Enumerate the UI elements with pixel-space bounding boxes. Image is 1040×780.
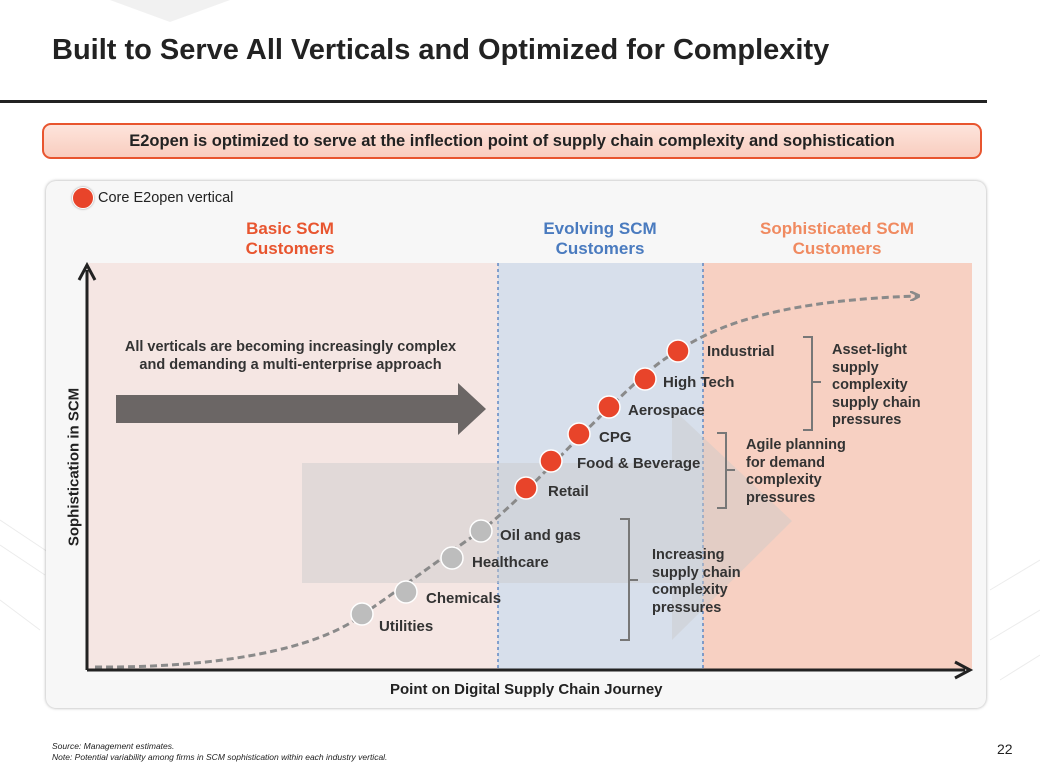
background-growth-arrow <box>302 408 792 640</box>
note-agile-planning: Agile planning for demand complexity pre… <box>746 437 846 506</box>
basic-scm-header-line1: Basic SCM <box>246 219 334 238</box>
y-axis-arrowhead <box>77 261 97 281</box>
sophisticated-scm-header-line1: Sophisticated SCM <box>760 219 914 238</box>
vertical-dot-oil-and-gas <box>469 519 493 543</box>
vertical-dot-industrial <box>666 339 690 363</box>
legend: Core E2open vertical <box>72 187 233 209</box>
footnote-source: Source: Management estimates. <box>52 741 175 751</box>
vertical-label-cpg: CPG <box>599 429 632 446</box>
title-divider <box>0 100 987 103</box>
trend-description: All verticals are becoming increasingly … <box>124 339 457 373</box>
vertical-label-oil-and-gas: Oil and gas <box>500 527 581 544</box>
vertical-label-high-tech: High Tech <box>663 374 735 391</box>
vertical-label-chemicals: Chemicals <box>426 590 502 607</box>
vertical-dot-healthcare <box>440 546 464 570</box>
y-axis-label: Sophistication in SCM <box>65 387 83 547</box>
vertical-dot-cpg <box>567 422 591 446</box>
basic-scm-header: Basic SCM Customers <box>210 219 370 259</box>
evolving-scm-header-line1: Evolving SCM <box>543 219 657 238</box>
key-message-banner: E2open is optimized to serve at the infl… <box>42 123 982 159</box>
bracket-agile <box>717 432 735 509</box>
legend-core-icon <box>72 187 94 209</box>
evolving-zone <box>498 263 703 670</box>
vertical-dot-food-beverage <box>539 449 563 473</box>
vertical-dot-high-tech <box>633 367 657 391</box>
trend-arrow <box>116 383 486 435</box>
page-title: Built to Serve All Verticals and Optimiz… <box>52 34 830 66</box>
vertical-label-industrial: Industrial <box>707 343 775 360</box>
page-number: 22 <box>997 741 1013 757</box>
note-asset-light: Asset-light supply complexity supply cha… <box>832 342 921 428</box>
evolving-scm-header-line2: Customers <box>555 239 645 258</box>
x-axis-arrowhead <box>954 660 974 680</box>
vertical-dot-retail <box>514 476 538 500</box>
sophisticated-scm-header-line2: Customers <box>792 239 882 258</box>
vertical-label-utilities: Utilities <box>379 618 434 635</box>
vertical-dot-utilities <box>350 602 374 626</box>
sophisticated-scm-header: Sophisticated SCM Customers <box>737 219 937 259</box>
vertical-dot-aerospace <box>597 395 621 419</box>
sophisticated-zone <box>703 263 972 670</box>
basic-zone <box>87 263 498 670</box>
note-increasing-pressures: Increasing supply chain complexity press… <box>652 547 741 616</box>
vertical-dot-chemicals <box>394 580 418 604</box>
evolving-scm-header: Evolving SCM Customers <box>520 219 680 259</box>
vertical-label-healthcare: Healthcare <box>472 554 549 571</box>
vertical-label-retail: Retail <box>548 483 589 500</box>
basic-scm-header-line2: Customers <box>245 239 335 258</box>
bracket-asset-light <box>803 336 821 431</box>
x-axis-label: Point on Digital Supply Chain Journey <box>390 681 663 698</box>
vertical-label-aerospace: Aerospace <box>628 402 705 419</box>
footnote-note: Note: Potential variability among firms … <box>52 752 388 762</box>
banner-text: E2open is optimized to serve at the infl… <box>129 131 895 150</box>
legend-label: Core E2open vertical <box>98 190 234 206</box>
bracket-increasing <box>620 518 638 641</box>
vertical-label-food-beverage: Food & Beverage <box>577 455 701 472</box>
